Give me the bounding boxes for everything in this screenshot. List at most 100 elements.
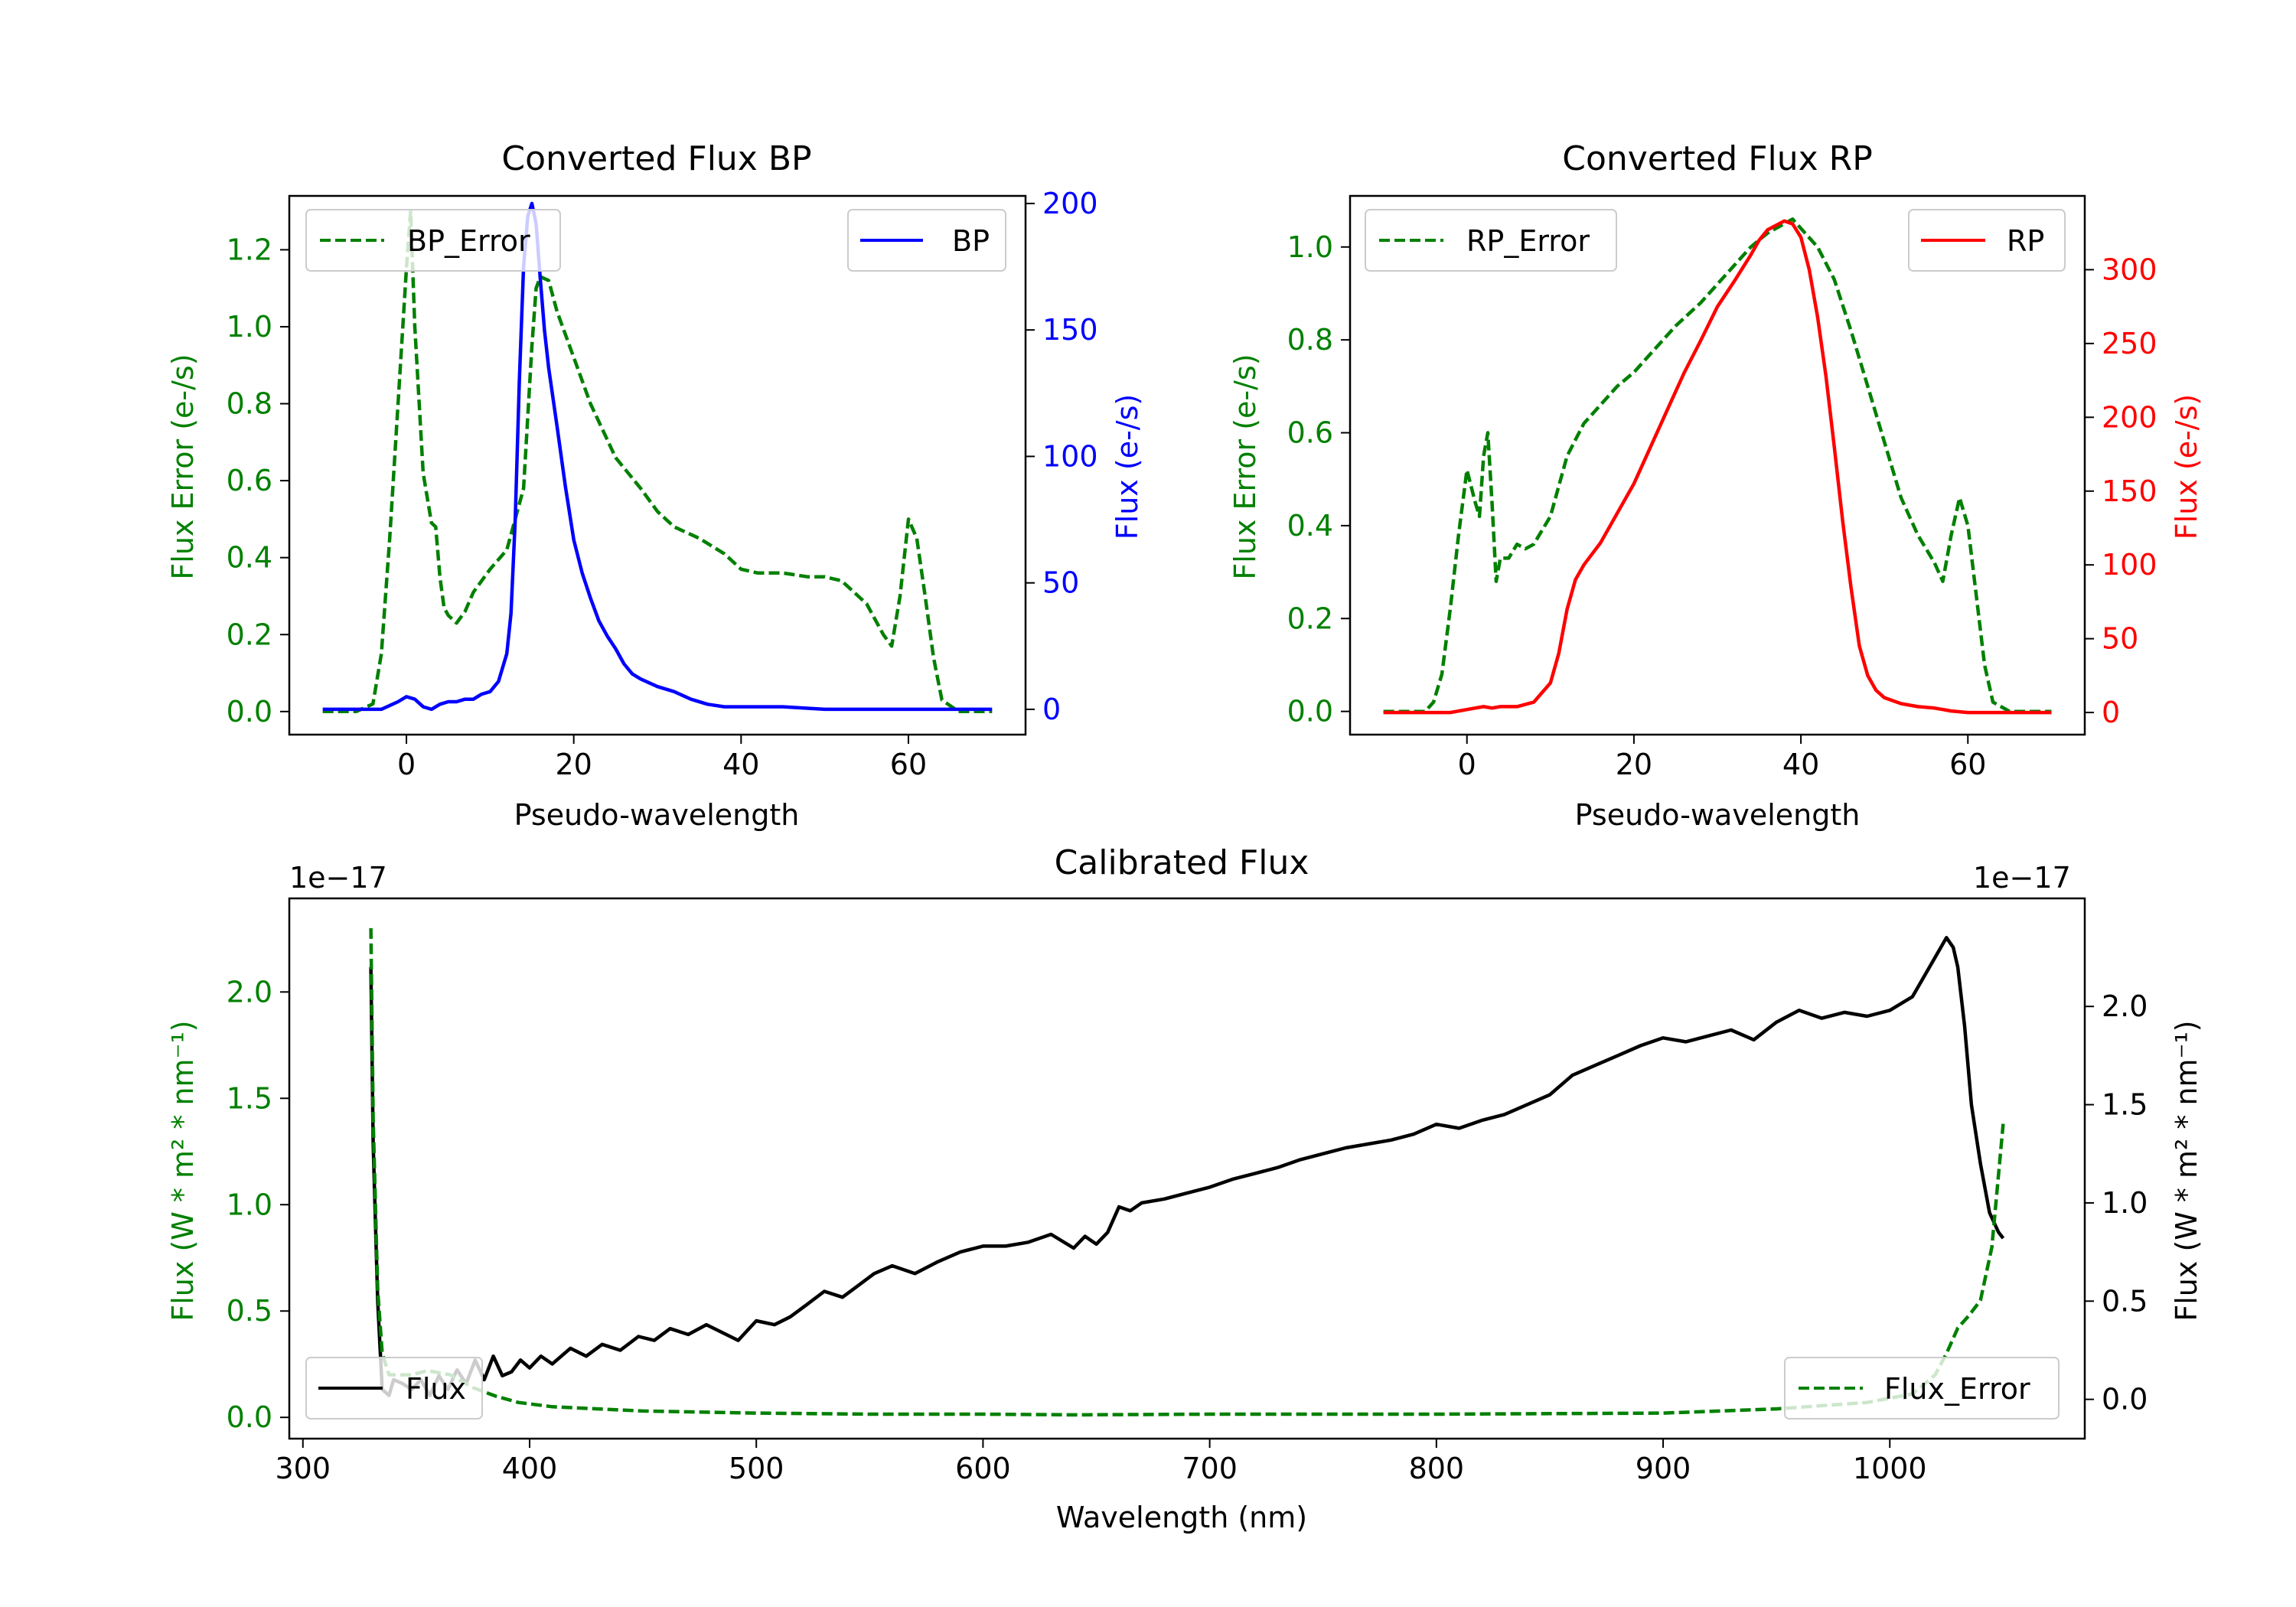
bp-plot-area bbox=[322, 201, 993, 714]
rp-left-ticks: 0.0 0.2 0.4 0.6 0.8 1.0 bbox=[1287, 230, 1350, 729]
bp-axes-frame bbox=[288, 194, 1027, 736]
cal-flux-legend-label: Flux bbox=[406, 1372, 466, 1406]
bp-left-ticks: 0.0 0.2 0.4 0.6 0.8 1.0 1.2 bbox=[227, 233, 289, 729]
bp-legend-label: BP bbox=[952, 224, 990, 258]
cal-x-tick-label: 300 bbox=[276, 1452, 331, 1485]
bp-x-tick-label: 20 bbox=[556, 748, 592, 781]
bp-x-tick-label: 40 bbox=[722, 748, 759, 781]
cal-x-label: Wavelength (nm) bbox=[1056, 1501, 1307, 1534]
rp-right-tick-label: 150 bbox=[2102, 474, 2157, 508]
cal-x-tick-label: 800 bbox=[1409, 1452, 1465, 1485]
bp-panel: Converted Flux BP 0 20 40 60 0.00.20.40.60.… bbox=[166, 139, 1144, 832]
rp-error-legend-label: RP_Error bbox=[1466, 224, 1590, 258]
rp-right-tick-label: 250 bbox=[2102, 327, 2157, 360]
rp-panel: Converted Flux RP 0 20 40 60 0.00.20.40.60.… bbox=[1228, 139, 2203, 832]
cal-left-tick-label: 1.5 bbox=[227, 1081, 272, 1115]
bp-x-tick-label: 0 bbox=[397, 748, 416, 781]
cal-x-tick-label: 500 bbox=[729, 1452, 784, 1485]
cal-x-tick-label: 900 bbox=[1636, 1452, 1691, 1485]
rp-x-tick-label: 20 bbox=[1616, 748, 1652, 781]
rp-legend-label: RP bbox=[2007, 224, 2044, 258]
bp-left-axis-label: Flux Error (e-/s) bbox=[166, 354, 200, 579]
rp-legend[interactable]: RP bbox=[1908, 209, 2066, 272]
cal-left-tick-label: 1.0 bbox=[227, 1188, 272, 1221]
bp-left-tick-label: 0.6 bbox=[227, 464, 272, 497]
rp-x-label: Pseudo-wavelength bbox=[1575, 798, 1861, 832]
cal-error-legend[interactable]: Flux_Error bbox=[1784, 1357, 2060, 1420]
rp-right-ticks: 0 50 100 150 200 250 300 bbox=[2085, 253, 2157, 729]
rp-left-tick-label: 0.6 bbox=[1287, 416, 1333, 450]
rp-left-axis-label: Flux Error (e-/s) bbox=[1228, 354, 1262, 579]
cal-right-offset-text: 1e−17 bbox=[1973, 861, 2071, 895]
bp-left-tick-label: 0.4 bbox=[227, 541, 272, 575]
rp-axes-frame bbox=[1349, 194, 2086, 736]
cal-x-tick-label: 600 bbox=[955, 1452, 1011, 1485]
cal-left-axis-label: Flux (W * m² * nm⁻¹) bbox=[166, 1020, 200, 1321]
rp-right-axis-label: Flux (e-/s) bbox=[2170, 394, 2203, 539]
rp-left-tick-label: 0.4 bbox=[1287, 509, 1333, 543]
cal-axes-frame bbox=[288, 897, 2086, 1440]
cal-right-axis-label: Flux (W * m² * nm⁻¹) bbox=[2170, 1020, 2203, 1321]
rp-x-tick-label: 60 bbox=[1949, 748, 1986, 781]
bp-left-tick-label: 0.2 bbox=[227, 618, 272, 651]
rp-x-ticks: 0 20 40 60 bbox=[1458, 735, 1986, 781]
cal-x-ticks: 300 400 500 600 700 800 900 1000 bbox=[276, 1439, 1927, 1485]
rp-error-legend[interactable]: RP_Error bbox=[1365, 209, 1617, 272]
rp-left-tick-label: 1.0 bbox=[1287, 230, 1333, 264]
cal-left-tick-label: 0.5 bbox=[227, 1294, 272, 1328]
bp-x-ticks: 0 20 40 60 bbox=[397, 735, 927, 781]
cal-right-tick-label: 0.0 bbox=[2102, 1383, 2148, 1416]
bp-left-tick-label: 0.8 bbox=[227, 387, 272, 421]
bp-left-tick-label: 0.0 bbox=[227, 695, 272, 729]
cal-series-flux bbox=[369, 936, 2005, 1397]
cal-left-tick-label: 0.0 bbox=[227, 1400, 272, 1434]
cal-right-tick-label: 1.5 bbox=[2102, 1088, 2148, 1122]
cal-x-tick-label: 400 bbox=[502, 1452, 558, 1485]
bp-title: Converted Flux BP bbox=[501, 139, 811, 178]
cal-error-legend-label: Flux_Error bbox=[1884, 1372, 2030, 1406]
bp-legend[interactable]: BP bbox=[847, 209, 1006, 272]
rp-x-tick-label: 40 bbox=[1782, 748, 1819, 781]
rp-right-tick-label: 100 bbox=[2102, 548, 2157, 582]
rp-x-tick-label: 0 bbox=[1458, 748, 1476, 781]
rp-left-tick-label: 0.2 bbox=[1287, 601, 1333, 635]
bp-right-tick-label: 50 bbox=[1042, 566, 1079, 600]
bp-error-legend-label: BP_Error bbox=[407, 224, 530, 258]
rp-series-rp-error bbox=[1383, 217, 2052, 713]
bp-x-tick-label: 60 bbox=[890, 748, 927, 781]
rp-title: Converted Flux RP bbox=[1562, 139, 1873, 178]
cal-x-tick-label: 1000 bbox=[1853, 1452, 1927, 1485]
calibrated-panel: Calibrated Flux 1e−17 1e−17 300 400 500 600… bbox=[166, 843, 2203, 1534]
bp-series-bp-error bbox=[322, 209, 993, 714]
rp-series-rp bbox=[1383, 219, 2052, 715]
bp-right-tick-label: 200 bbox=[1042, 187, 1098, 220]
cal-left-offset-text: 1e−17 bbox=[289, 861, 387, 895]
bp-left-tick-label: 1.0 bbox=[227, 310, 272, 344]
cal-left-ticks: 0.0 0.5 1.0 1.5 2.0 bbox=[227, 975, 289, 1434]
rp-left-tick-label: 0.0 bbox=[1287, 695, 1333, 729]
bp-right-axis-label: Flux (e-/s) bbox=[1110, 394, 1144, 539]
rp-right-tick-label: 200 bbox=[2102, 400, 2157, 434]
bp-right-ticks: 0 50 100 150 200 bbox=[1026, 187, 1098, 726]
bp-series-bp bbox=[322, 201, 993, 712]
cal-right-tick-label: 2.0 bbox=[2102, 989, 2148, 1023]
cal-right-tick-label: 0.5 bbox=[2102, 1284, 2148, 1318]
rp-left-tick-label: 0.8 bbox=[1287, 323, 1333, 357]
cal-right-tick-label: 1.0 bbox=[2102, 1186, 2148, 1220]
bp-right-tick-label: 150 bbox=[1042, 313, 1098, 347]
rp-right-tick-label: 50 bbox=[2102, 622, 2138, 656]
rp-right-tick-label: 300 bbox=[2102, 253, 2157, 286]
cal-right-ticks: 0.0 0.5 1.0 1.5 2.0 bbox=[2085, 989, 2148, 1416]
bp-error-legend[interactable]: BP_Error bbox=[305, 209, 561, 272]
bp-left-tick-label: 1.2 bbox=[227, 233, 272, 266]
cal-x-tick-label: 700 bbox=[1182, 1452, 1238, 1485]
cal-left-tick-label: 2.0 bbox=[227, 975, 272, 1009]
cal-title: Calibrated Flux bbox=[1055, 843, 1309, 882]
bp-x-label: Pseudo-wavelength bbox=[514, 798, 800, 832]
rp-plot-area bbox=[1383, 217, 2052, 715]
bp-right-tick-label: 0 bbox=[1042, 693, 1061, 726]
rp-right-tick-label: 0 bbox=[2102, 696, 2120, 729]
cal-flux-legend[interactable]: Flux bbox=[305, 1357, 483, 1420]
bp-right-tick-label: 100 bbox=[1042, 439, 1098, 473]
